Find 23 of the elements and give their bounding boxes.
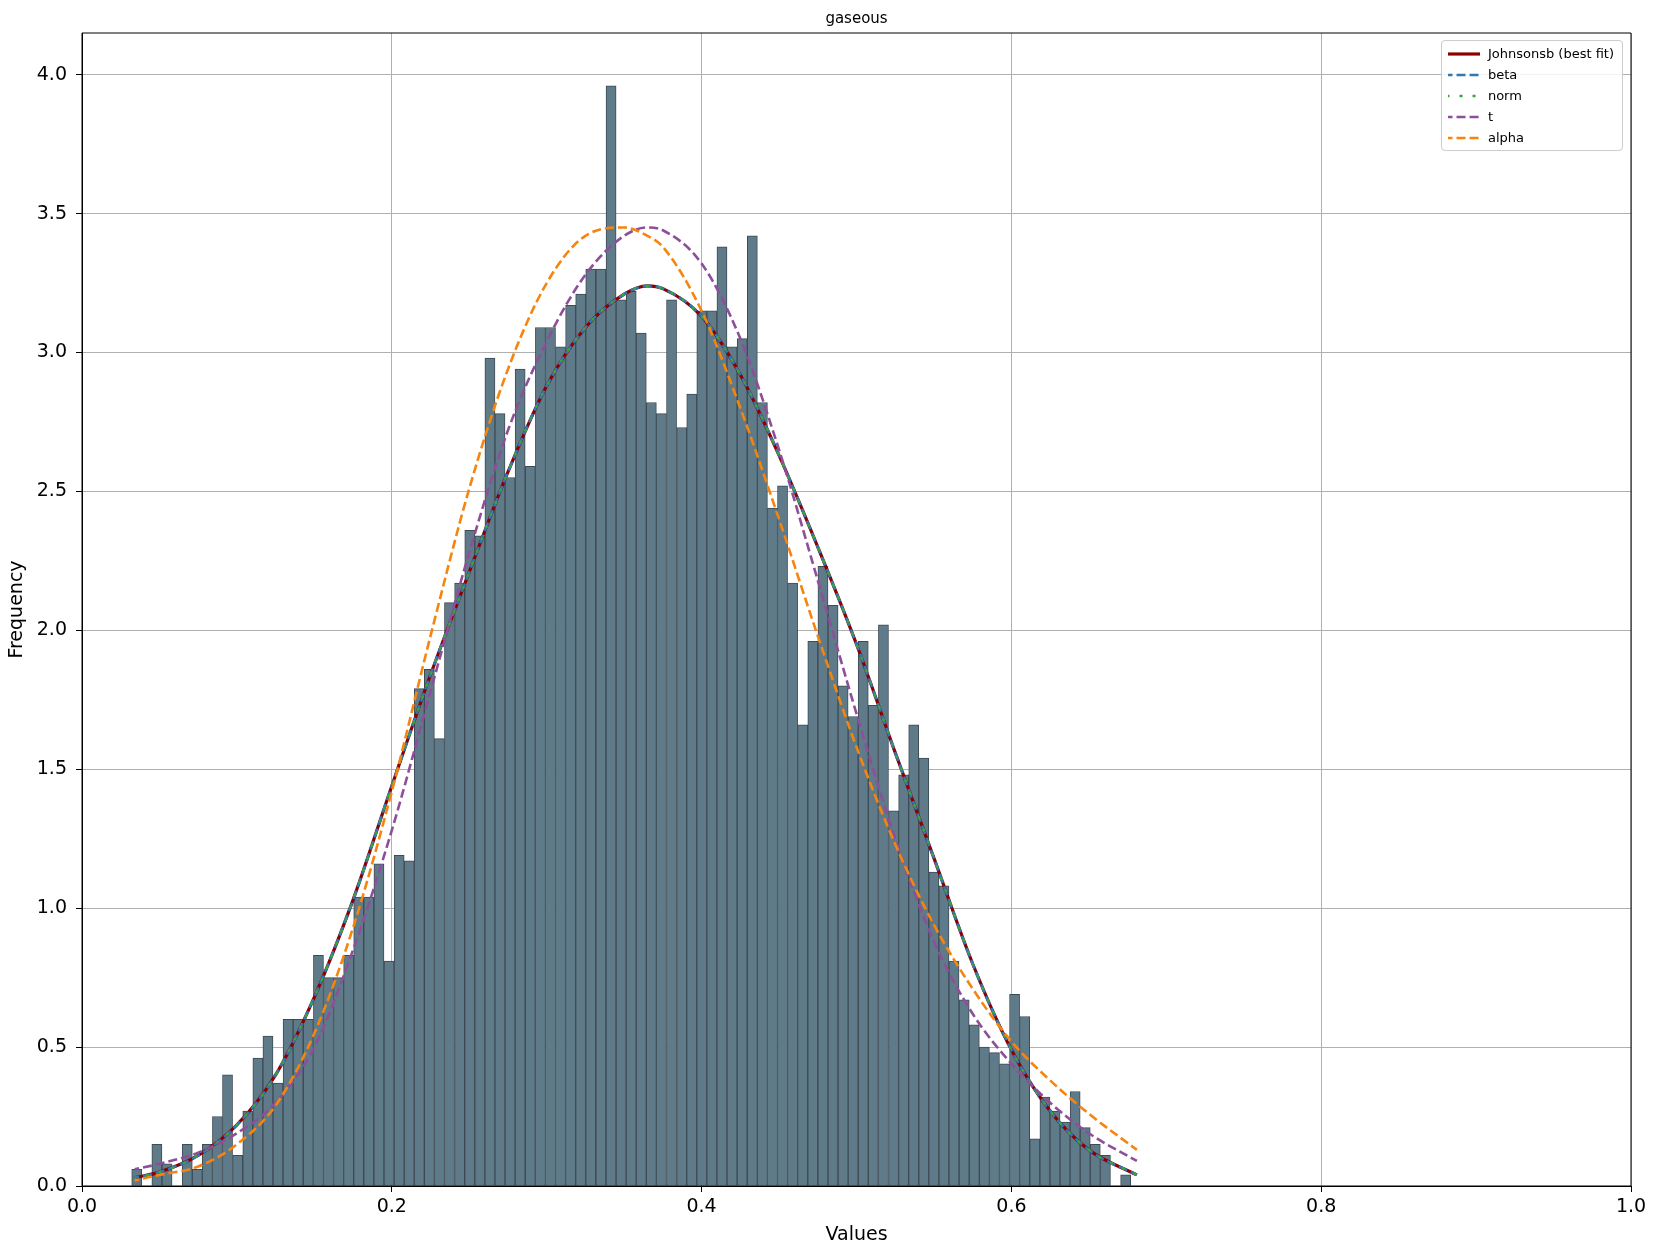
x-tick-label: 0.6 xyxy=(996,1194,1027,1217)
y-tick-label: 1.5 xyxy=(36,756,67,779)
x-tick-label: 0.8 xyxy=(1306,1194,1337,1217)
x-tick-label: 0.0 xyxy=(66,1194,98,1217)
y-axis-title: Frequency xyxy=(4,560,27,659)
y-tick-label: 3.0 xyxy=(36,339,67,362)
x-tick-label: 0.2 xyxy=(376,1194,407,1217)
legend-label: alpha xyxy=(1487,130,1524,145)
y-tick-label: 0.5 xyxy=(36,1034,67,1057)
chart-title: gaseous xyxy=(825,9,888,28)
legend-label: Johnsonsb (best fit) xyxy=(1487,46,1614,61)
x-tick-label: 1.0 xyxy=(1615,1194,1647,1217)
y-tick-label: 2.5 xyxy=(36,478,67,501)
x-axis-title: Values xyxy=(825,1221,888,1244)
y-tick-label: 4.0 xyxy=(36,61,67,84)
legend-label: beta xyxy=(1487,67,1518,82)
y-tick-label: 2.0 xyxy=(36,617,67,640)
y-tick-label: 1.0 xyxy=(36,895,67,918)
y-tick-label: 0.0 xyxy=(36,1172,67,1195)
legend-label: t xyxy=(1487,109,1494,124)
y-tick-label: 3.5 xyxy=(36,200,67,223)
legend-label: norm xyxy=(1487,88,1522,103)
x-tick-label: 0.4 xyxy=(686,1194,717,1217)
